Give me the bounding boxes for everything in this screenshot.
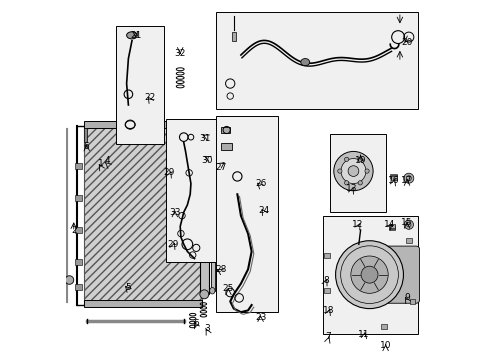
Bar: [165, 119, 228, 262]
Bar: [200, 137, 208, 294]
Text: 1: 1: [98, 159, 103, 168]
Text: 7: 7: [325, 332, 331, 341]
Bar: [216, 116, 278, 312]
Bar: [380, 324, 386, 329]
Bar: [221, 143, 231, 150]
Circle shape: [404, 220, 413, 229]
Bar: [75, 284, 82, 290]
Bar: [116, 26, 164, 144]
Circle shape: [333, 152, 372, 191]
Circle shape: [357, 181, 362, 185]
Text: 14: 14: [383, 220, 394, 229]
Text: 22: 22: [144, 93, 155, 102]
Text: 24: 24: [258, 206, 269, 215]
Text: 16: 16: [387, 176, 399, 185]
Bar: [408, 299, 414, 304]
Bar: [83, 128, 86, 143]
Circle shape: [340, 158, 365, 184]
Bar: [75, 195, 82, 201]
Text: 21: 21: [130, 31, 141, 40]
Text: 27: 27: [215, 163, 226, 172]
Bar: [210, 184, 214, 291]
Text: 31: 31: [199, 134, 210, 143]
Text: 13: 13: [345, 184, 357, 193]
Bar: [216, 12, 417, 109]
Text: 29: 29: [163, 168, 175, 177]
Circle shape: [403, 173, 413, 183]
Ellipse shape: [200, 133, 208, 141]
Text: 32: 32: [174, 49, 185, 58]
Circle shape: [350, 256, 387, 293]
Text: 10: 10: [379, 341, 390, 350]
Text: 17: 17: [401, 176, 412, 185]
Text: 5: 5: [125, 283, 131, 292]
Bar: [75, 163, 82, 168]
Text: 12: 12: [352, 220, 363, 229]
Circle shape: [347, 166, 358, 176]
Bar: [388, 226, 394, 230]
Bar: [388, 225, 394, 229]
Text: 18: 18: [322, 306, 333, 315]
Ellipse shape: [209, 180, 215, 187]
Bar: [323, 216, 417, 334]
Bar: [83, 121, 201, 128]
Circle shape: [357, 157, 362, 161]
Circle shape: [337, 169, 341, 173]
Bar: [389, 174, 396, 178]
Bar: [390, 175, 396, 179]
Bar: [83, 126, 201, 305]
Bar: [323, 288, 329, 293]
Circle shape: [335, 241, 403, 309]
Ellipse shape: [126, 32, 137, 39]
Bar: [323, 252, 329, 257]
Text: 6: 6: [83, 141, 89, 150]
Text: 19: 19: [354, 156, 366, 165]
Bar: [221, 127, 230, 133]
Circle shape: [344, 157, 348, 161]
Text: 4: 4: [104, 156, 110, 165]
Text: 2: 2: [71, 225, 77, 234]
Ellipse shape: [200, 290, 208, 299]
Ellipse shape: [209, 288, 215, 294]
Bar: [390, 176, 397, 180]
Circle shape: [360, 266, 377, 283]
Text: 11: 11: [358, 330, 369, 339]
Text: 9: 9: [404, 293, 409, 302]
Circle shape: [65, 276, 74, 284]
Bar: [75, 259, 82, 265]
Text: 20: 20: [401, 38, 412, 47]
Text: 26: 26: [254, 179, 266, 188]
Text: 33: 33: [169, 208, 180, 217]
Bar: [231, 32, 235, 41]
Bar: [389, 224, 394, 228]
Text: 8: 8: [323, 275, 328, 284]
Text: 23: 23: [254, 313, 266, 322]
Text: 25: 25: [222, 284, 234, 293]
Text: 6: 6: [193, 319, 199, 328]
Bar: [83, 300, 201, 307]
Text: 3: 3: [203, 324, 209, 333]
Bar: [329, 134, 385, 212]
Ellipse shape: [300, 59, 309, 66]
FancyBboxPatch shape: [380, 246, 419, 303]
Bar: [405, 238, 411, 243]
Circle shape: [344, 181, 348, 185]
Text: 15: 15: [401, 219, 412, 228]
Circle shape: [364, 169, 368, 173]
Text: 28: 28: [215, 265, 226, 274]
Text: 30: 30: [201, 156, 212, 165]
Bar: [75, 227, 82, 233]
Text: 29: 29: [167, 240, 179, 249]
